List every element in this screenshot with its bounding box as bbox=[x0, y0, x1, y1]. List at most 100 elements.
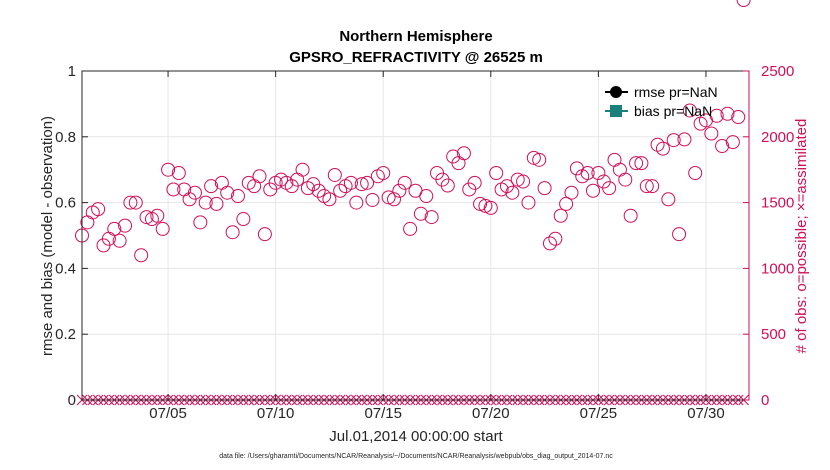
possible-obs-point bbox=[440, 178, 455, 193]
y-right-tick-label: 1500 bbox=[761, 195, 794, 212]
legend-rmse-label: rmse pr=NaN bbox=[634, 84, 718, 100]
possible-obs-point bbox=[424, 210, 439, 225]
possible-obs-point bbox=[580, 165, 595, 180]
y-right-axis-label: # of obs: o=possible; ×=assimilated bbox=[793, 119, 810, 354]
possible-obs-point bbox=[537, 181, 552, 196]
possible-obs-point bbox=[166, 182, 181, 197]
y-right-tick-label: 2000 bbox=[761, 129, 794, 146]
y-right-tick-label: 1000 bbox=[761, 260, 794, 277]
y-right-tick-label: 2500 bbox=[761, 63, 794, 80]
possible-obs-point bbox=[327, 167, 342, 182]
possible-obs-point bbox=[645, 179, 660, 194]
chart-title-line-2: GPSRO_REFRACTIVITY @ 26525 m bbox=[289, 49, 543, 66]
possible-obs-point bbox=[467, 175, 482, 190]
possible-obs-point bbox=[155, 221, 170, 236]
possible-obs-point bbox=[300, 181, 315, 196]
possible-obs-point bbox=[623, 208, 638, 223]
possible-obs-point bbox=[510, 172, 525, 187]
possible-obs-point bbox=[682, 103, 697, 118]
possible-obs-point bbox=[128, 195, 143, 210]
possible-obs-point bbox=[139, 210, 154, 225]
x-axis-label: Jul.01,2014 00:00:00 start bbox=[329, 428, 503, 445]
possible-obs-point bbox=[586, 183, 601, 198]
y-left-tick-label: 0.8 bbox=[55, 129, 76, 146]
possible-obs-point bbox=[220, 185, 235, 200]
chart-title: Northern Hemisphere GPSRO_REFRACTIVITY @… bbox=[289, 28, 543, 66]
possible-obs-point bbox=[704, 126, 719, 141]
possible-obs-point bbox=[532, 152, 547, 167]
possible-obs-point bbox=[365, 192, 380, 207]
possible-obs-point bbox=[553, 208, 568, 223]
possible-obs-point bbox=[161, 162, 176, 177]
possible-obs-point bbox=[230, 189, 245, 204]
possible-obs-point bbox=[720, 106, 735, 121]
possible-obs-point bbox=[564, 185, 579, 200]
possible-obs-point bbox=[171, 165, 186, 180]
possible-obs-point bbox=[419, 189, 434, 204]
plot-area bbox=[82, 71, 749, 400]
possible-obs-point bbox=[473, 196, 488, 211]
data-file-footer: data file: /Users/gharamti/Documents/NCA… bbox=[219, 453, 613, 460]
possible-obs-point bbox=[489, 165, 504, 180]
x-tick-label: 07/15 bbox=[364, 405, 402, 422]
possible-obs-point bbox=[413, 206, 428, 221]
possible-obs-point bbox=[618, 172, 633, 187]
possible-obs-point bbox=[661, 192, 676, 207]
y-right-tick-label: 0 bbox=[761, 392, 769, 409]
x-tick-label: 07/10 bbox=[257, 405, 295, 422]
possible-obs-point bbox=[715, 139, 730, 154]
possible-obs-point bbox=[736, 0, 751, 7]
possible-obs-point bbox=[322, 192, 337, 207]
possible-obs-point bbox=[204, 179, 219, 194]
x-tick-label: 07/05 bbox=[149, 405, 187, 422]
possible-obs-point bbox=[112, 233, 127, 248]
possible-obs-series bbox=[75, 0, 751, 263]
possible-obs-point bbox=[516, 174, 531, 189]
possible-obs-point bbox=[386, 192, 401, 207]
possible-obs-point bbox=[343, 175, 358, 190]
y-left-axis-ticks: 0 0.2 0.4 0.6 0.8 1 bbox=[55, 63, 88, 409]
legend-bias-marker bbox=[610, 105, 622, 117]
possible-obs-point bbox=[187, 185, 202, 200]
y-left-tick-label: 1 bbox=[68, 63, 76, 80]
y-right-tick-label: 500 bbox=[761, 326, 786, 343]
possible-obs-point bbox=[354, 177, 369, 192]
possible-obs-point bbox=[236, 212, 251, 227]
possible-obs-point bbox=[107, 221, 122, 236]
possible-obs-point bbox=[118, 218, 133, 233]
possible-obs-point bbox=[655, 141, 670, 156]
possible-obs-point bbox=[360, 175, 375, 190]
possible-obs-point bbox=[639, 179, 654, 194]
y-left-tick-label: 0 bbox=[68, 392, 76, 409]
legend: rmse pr=NaN bias pr=NaN bbox=[605, 84, 718, 119]
possible-obs-point bbox=[225, 225, 240, 240]
possible-obs-point bbox=[150, 208, 165, 223]
possible-obs-point bbox=[193, 215, 208, 230]
possible-obs-point bbox=[666, 133, 681, 148]
possible-obs-point bbox=[392, 183, 407, 198]
possible-obs-point bbox=[725, 135, 740, 150]
possible-obs-point bbox=[403, 221, 418, 236]
y-left-tick-label: 0.6 bbox=[55, 195, 76, 212]
possible-obs-point bbox=[650, 137, 665, 152]
x-tick-label: 07/20 bbox=[472, 405, 510, 422]
possible-obs-point bbox=[548, 231, 563, 246]
possible-obs-point bbox=[381, 190, 396, 205]
possible-obs-point bbox=[376, 165, 391, 180]
possible-obs-point bbox=[456, 146, 471, 161]
possible-obs-point bbox=[521, 195, 536, 210]
possible-obs-point bbox=[333, 183, 348, 198]
possible-obs-point bbox=[123, 195, 138, 210]
possible-obs-point bbox=[591, 165, 606, 180]
possible-obs-point bbox=[629, 156, 644, 171]
possible-obs-point bbox=[677, 132, 692, 147]
x-tick-label: 07/30 bbox=[687, 405, 725, 422]
possible-obs-point bbox=[311, 183, 326, 198]
possible-obs-point bbox=[542, 236, 557, 251]
x-tick-label: 07/25 bbox=[580, 405, 618, 422]
possible-obs-point bbox=[672, 227, 687, 242]
legend-bias-label: bias pr=NaN bbox=[634, 103, 712, 119]
possible-obs-point bbox=[688, 165, 703, 180]
possible-obs-point bbox=[731, 110, 746, 125]
